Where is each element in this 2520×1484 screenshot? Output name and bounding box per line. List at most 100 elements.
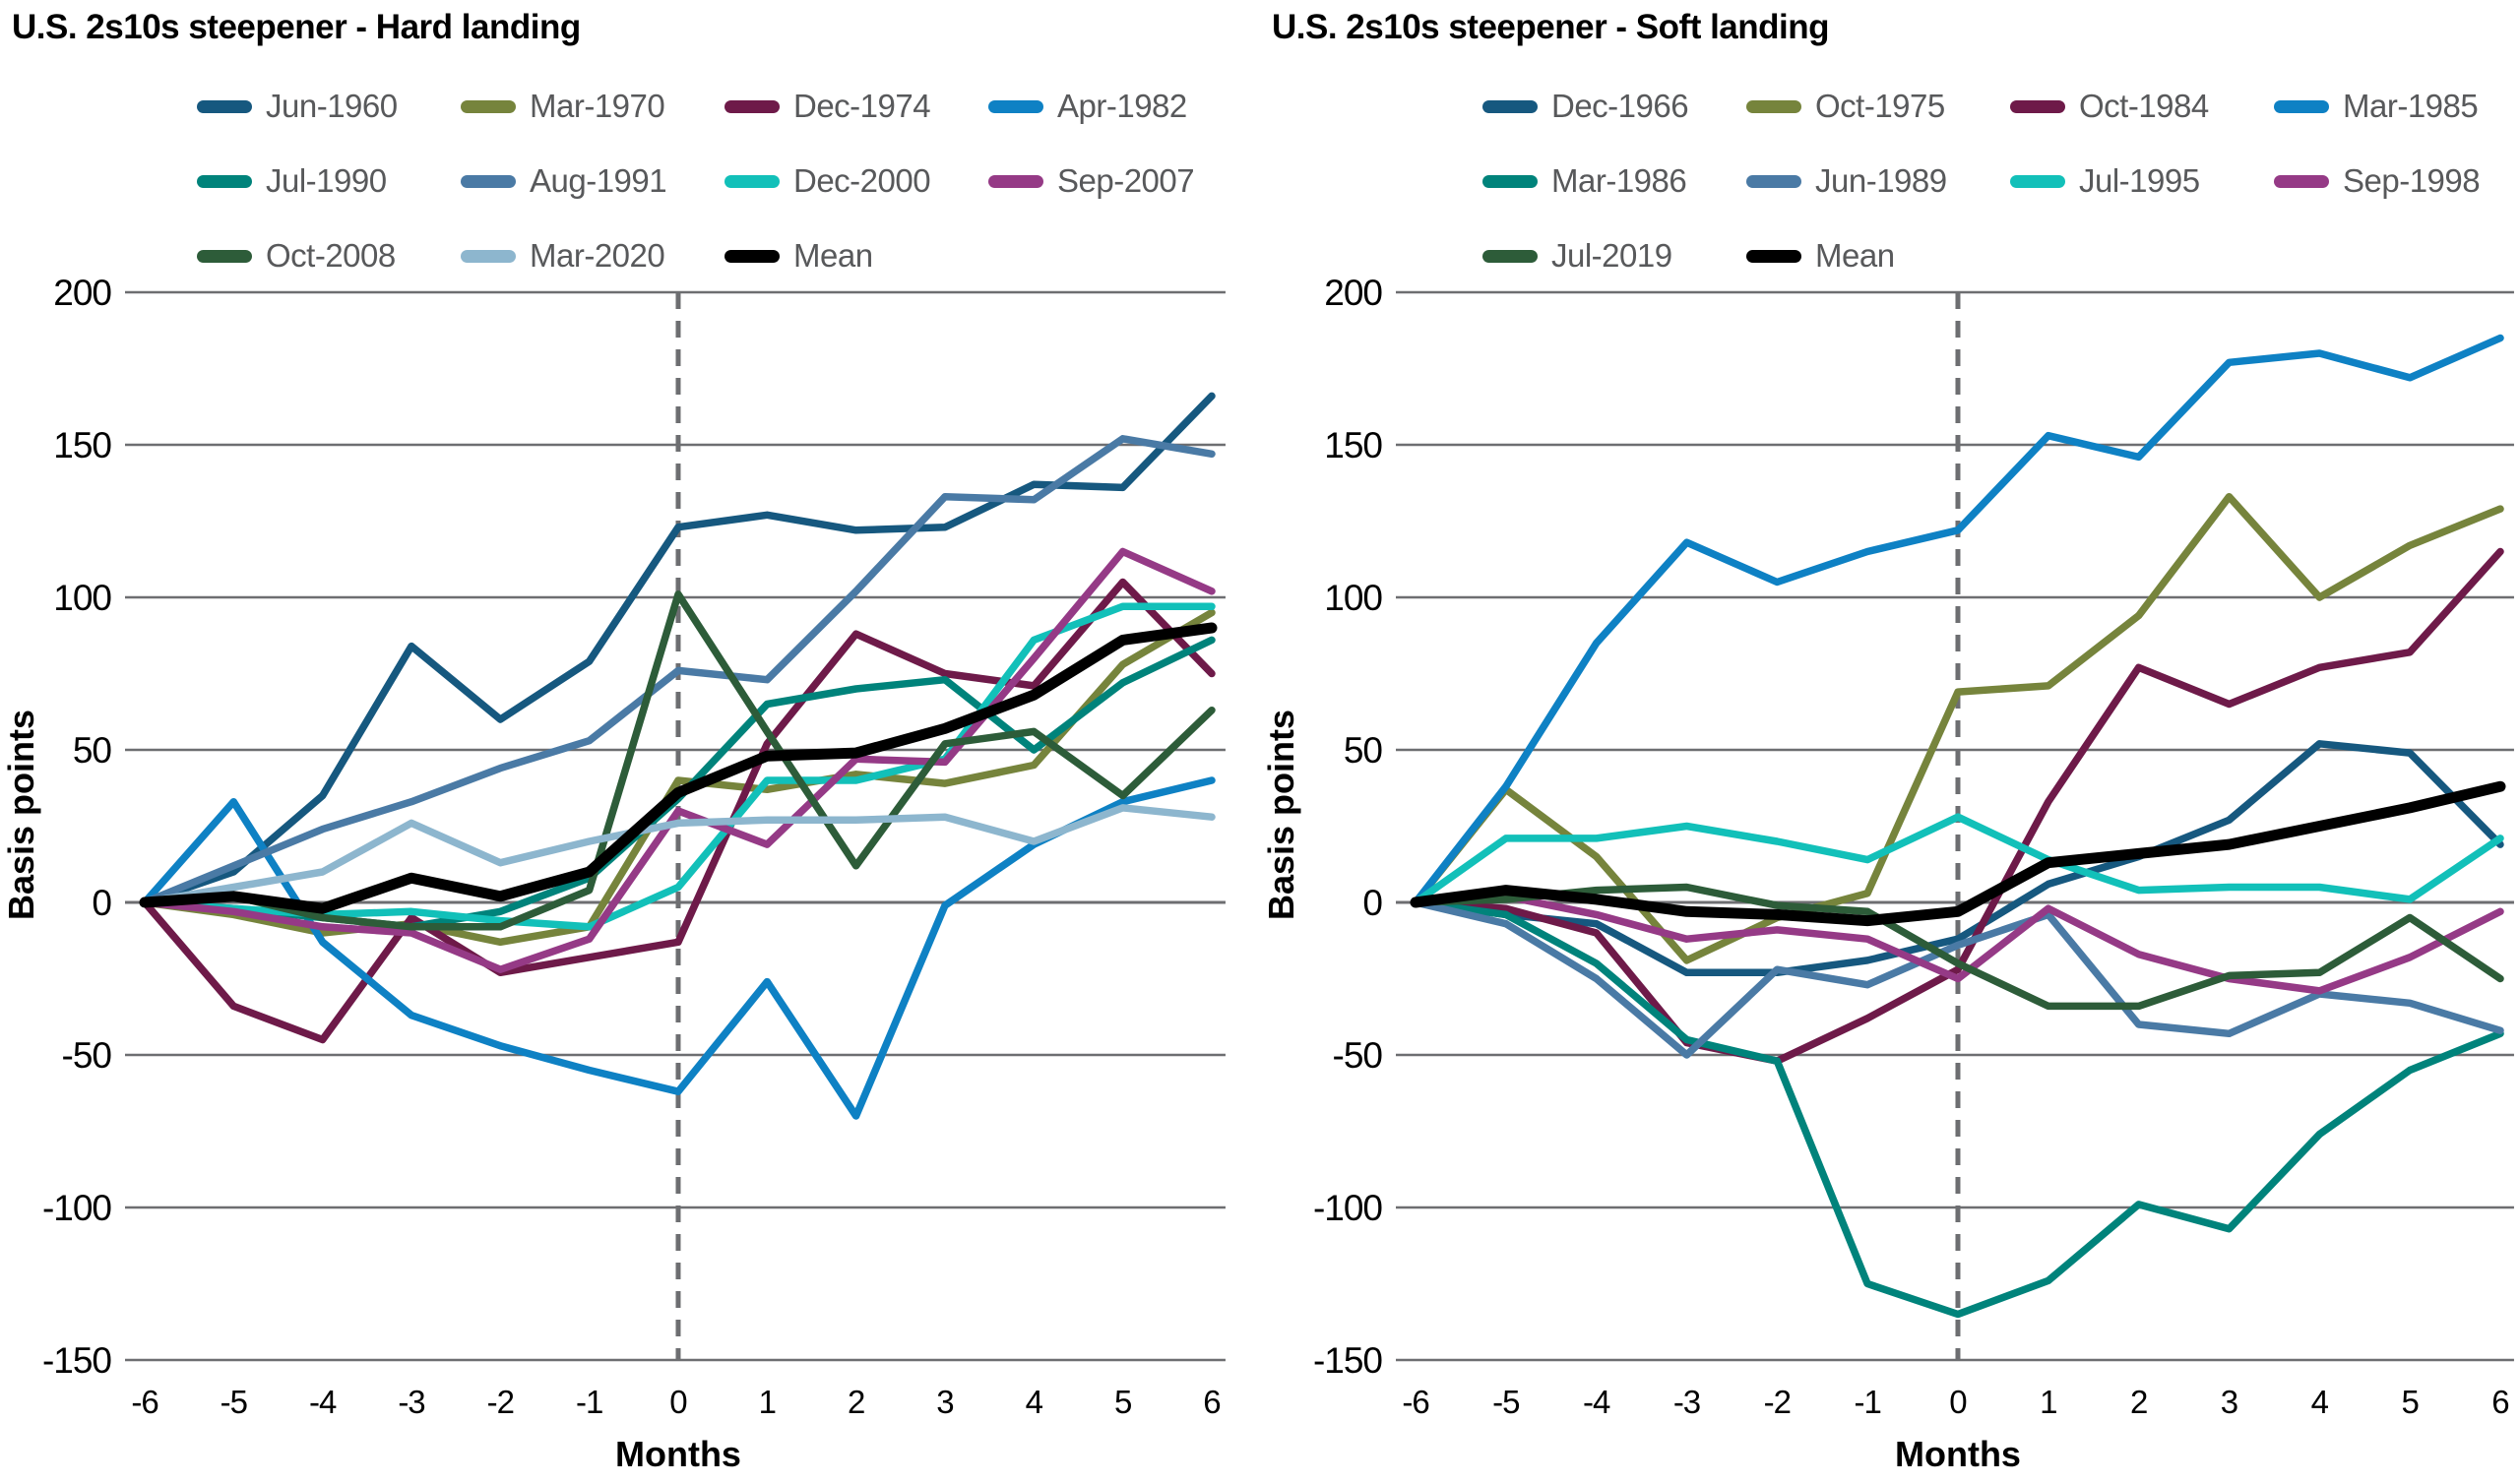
series-line-dec-1966 [1412,740,2504,977]
y-tick-label: 50 [1344,730,1383,771]
x-tick-label: 5 [1114,1384,1131,1420]
x-tick-label: 1 [759,1384,776,1420]
y-tick-label: 200 [1324,273,1382,313]
x-tick-label: -6 [131,1384,158,1420]
legend-item-mar-2020: Mar-2020 [461,218,724,293]
x-tick-label: 6 [2491,1384,2508,1420]
x-tick-label: -4 [1583,1384,1610,1420]
legend-item-oct-1984: Oct-1984 [2010,69,2274,144]
legend-label: Mar-1985 [2343,88,2479,124]
legend-label: Apr-1982 [1057,88,1187,124]
x-tick-label: 3 [2221,1384,2237,1420]
y-tick-label: 0 [92,883,111,923]
chart-title: U.S. 2s10s steepener - Soft landing [1272,8,1830,46]
legend-swatch-mean [724,249,780,263]
chart-soft-landing: U.S. 2s10s steepener - Soft landing Dec-… [1260,0,2520,1474]
y-tick-label: -100 [42,1188,111,1228]
x-tick-label: -3 [1673,1384,1700,1420]
legend-item-apr-1982: Apr-1982 [988,69,1252,144]
series-line-dec-1974 [141,578,1216,1044]
x-tick-label: 4 [2311,1384,2329,1420]
x-tick-label: -1 [1854,1384,1880,1420]
legend-item-jul-1990: Jul-1990 [197,144,461,218]
x-tick-label: -3 [398,1384,424,1420]
legend-label: Mean [793,237,873,274]
legend-label: Dec-2000 [793,162,931,199]
y-tick-label: -150 [1313,1340,1382,1381]
x-tick-label: -5 [220,1384,247,1420]
legend-swatch-dec-1974 [724,99,780,113]
legend-swatch-sep-2007 [988,174,1043,188]
x-tick-label: -4 [309,1384,337,1420]
legend-item-sep-1998: Sep-1998 [2274,144,2520,218]
y-tick-label: -150 [42,1340,111,1381]
series-line-aug-1991 [141,435,1216,906]
series-line-mean [1410,780,2506,927]
legend-label: Dec-1974 [793,88,931,124]
legend-item-oct-1975: Oct-1975 [1746,69,2010,144]
legend-label: Jun-1960 [266,88,398,124]
legend-swatch-oct-1975 [1746,99,1801,113]
series-line-mean [139,622,1218,914]
legend-swatch-aug-1991 [461,174,516,188]
legend-label: Mar-1986 [1551,162,1687,199]
legend-label: Oct-1975 [1815,88,1945,124]
legend-swatch-mar-1970 [461,99,516,113]
x-tick-label: 0 [669,1384,687,1420]
legend-label: Aug-1991 [530,162,667,199]
legend-item-dec-1974: Dec-1974 [724,69,988,144]
series-line-jul-1995 [1412,813,2504,906]
legend-label: Jul-1990 [266,162,387,199]
legend-swatch-sep-1998 [2274,174,2329,188]
legend-item-dec-2000: Dec-2000 [724,144,988,218]
x-tick-label: 6 [1203,1384,1220,1420]
legend-label: Mean [1815,237,1895,274]
legend-swatch-jun-1960 [197,99,252,113]
legend-label: Sep-1998 [2343,162,2481,199]
y-tick-label: -50 [1333,1035,1383,1076]
legend-label: Jun-1989 [1815,162,1947,199]
legend-item-jul-1995: Jul-1995 [2010,144,2274,218]
x-tick-label: -2 [1764,1384,1791,1420]
legend-swatch-apr-1982 [988,99,1043,113]
legend-label: Dec-1966 [1551,88,1689,124]
series-line-mar-1985 [1412,334,2504,906]
y-tick-label: 150 [1324,425,1382,465]
legend-swatch-dec-1966 [1482,99,1538,113]
series-line-mar-1986 [1412,898,2504,1319]
x-tick-label: 1 [2040,1384,2056,1420]
legend-swatch-mean [1746,249,1801,263]
legend-item-jul-2019: Jul-2019 [1482,218,1746,293]
legend-label: Jul-2019 [1551,237,1672,274]
legend-label: Jul-1995 [2079,162,2200,199]
legend-item-oct-2008: Oct-2008 [197,218,461,293]
chart-plot-area: 200 150 100 50 0 -50 -100 -150 -6 -5 -4 -3 -2 -1 0 1 2 3 4… [1,273,1226,1474]
y-axis-title: Basis points [1,710,41,920]
x-tick-label: -2 [487,1384,514,1420]
legend-swatch-mar-2020 [461,249,516,263]
legend-swatch-mar-1986 [1482,174,1538,188]
y-tick-label: 100 [53,578,111,618]
legend-swatch-jul-2019 [1482,249,1538,263]
series-line-jul-2019 [1412,883,2504,1011]
x-tick-label: 3 [936,1384,953,1420]
series-line-oct-1975 [1412,492,2504,964]
y-tick-label: -50 [62,1035,112,1076]
legend-label: Oct-1984 [2079,88,2209,124]
x-tick-label: -1 [576,1384,602,1420]
y-tick-label: -100 [1313,1188,1382,1228]
legend-swatch-jul-1990 [197,174,252,188]
x-axis-title: Months [1895,1434,2021,1474]
legend-label: Sep-2007 [1057,162,1195,199]
x-tick-label: -5 [1492,1384,1519,1420]
legend-swatch-jul-1995 [2010,174,2065,188]
legend-swatch-dec-2000 [724,174,780,188]
legend-label: Oct-2008 [266,237,396,274]
x-tick-label: 0 [1949,1384,1967,1420]
series-line-sep-2007 [141,547,1216,973]
series-line-mar-1970 [141,608,1216,947]
chart-legend: Jun-1960 Mar-1970 Dec-1974 Apr-1982 Jul-1990… [197,69,1265,293]
series-line-oct-1984 [1412,547,2504,1065]
y-axis-title: Basis points [1261,710,1301,920]
y-tick-label: 150 [53,425,111,465]
